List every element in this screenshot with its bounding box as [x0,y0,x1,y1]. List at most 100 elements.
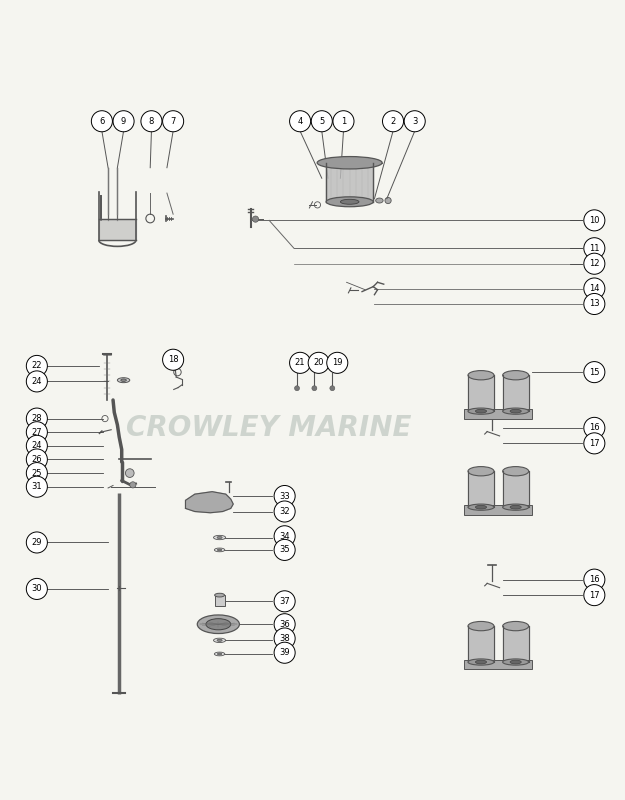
Circle shape [385,198,391,204]
Circle shape [308,352,329,374]
Ellipse shape [121,379,126,382]
Circle shape [274,501,295,522]
Ellipse shape [214,652,225,656]
Ellipse shape [214,638,226,642]
Text: 15: 15 [589,368,599,377]
Circle shape [274,642,295,663]
Circle shape [130,482,136,488]
Ellipse shape [468,466,494,476]
Text: 25: 25 [32,469,42,478]
Circle shape [294,386,299,390]
Text: 6: 6 [99,117,104,126]
Text: 33: 33 [279,491,290,501]
Text: 3: 3 [412,117,418,126]
Circle shape [584,585,605,606]
Circle shape [584,238,605,258]
Circle shape [274,526,295,547]
Circle shape [584,253,605,274]
Text: 34: 34 [279,532,290,541]
Circle shape [253,216,259,222]
Circle shape [26,462,48,484]
Circle shape [26,578,48,599]
Text: 29: 29 [32,538,42,547]
Text: 39: 39 [279,648,290,658]
Ellipse shape [503,504,529,510]
Ellipse shape [217,653,222,655]
Circle shape [327,352,348,374]
Ellipse shape [476,660,487,664]
Ellipse shape [468,370,494,380]
Circle shape [289,352,311,374]
Text: 19: 19 [332,358,342,367]
Ellipse shape [214,535,226,540]
Circle shape [274,590,295,612]
Ellipse shape [510,410,521,413]
Circle shape [274,628,295,649]
Circle shape [141,110,162,132]
Text: 16: 16 [589,575,599,584]
Circle shape [330,386,335,390]
Text: 16: 16 [589,423,599,432]
Circle shape [26,408,48,429]
Ellipse shape [376,198,383,203]
Circle shape [311,110,332,132]
Ellipse shape [217,639,222,642]
Polygon shape [186,492,233,513]
Circle shape [584,433,605,454]
Text: 35: 35 [279,546,290,554]
Text: 11: 11 [589,244,599,253]
Text: CROWLEY MARINE: CROWLEY MARINE [126,414,412,442]
Ellipse shape [468,659,494,665]
Circle shape [274,486,295,506]
Text: 2: 2 [391,117,396,126]
Circle shape [584,569,605,590]
Circle shape [113,110,134,132]
Ellipse shape [341,199,359,204]
Circle shape [26,449,48,470]
Circle shape [26,476,48,498]
Circle shape [382,110,404,132]
Ellipse shape [503,408,529,414]
Circle shape [162,110,184,132]
Text: 5: 5 [319,117,324,126]
Text: 17: 17 [589,590,599,600]
Text: 4: 4 [298,117,302,126]
Ellipse shape [206,618,231,630]
Text: 17: 17 [589,439,599,448]
Text: 27: 27 [31,428,42,437]
Circle shape [312,386,317,390]
Ellipse shape [476,506,487,509]
Ellipse shape [326,197,373,206]
Ellipse shape [468,622,494,630]
Text: 28: 28 [31,414,42,423]
Ellipse shape [198,615,239,634]
Bar [464,506,532,514]
Circle shape [26,371,48,392]
Text: 8: 8 [149,117,154,126]
Text: 9: 9 [121,117,126,126]
Circle shape [26,532,48,553]
Bar [214,595,224,606]
Circle shape [584,294,605,314]
Text: 31: 31 [31,482,42,491]
Text: 24: 24 [32,442,42,450]
Circle shape [584,278,605,299]
Ellipse shape [476,410,487,413]
Circle shape [26,355,48,377]
Text: 24: 24 [32,377,42,386]
Text: 7: 7 [171,117,176,126]
Ellipse shape [510,660,521,664]
Text: 32: 32 [279,507,290,516]
Circle shape [126,469,134,478]
Circle shape [274,614,295,634]
Circle shape [584,210,605,231]
Text: 13: 13 [589,299,599,309]
Text: 22: 22 [32,362,42,370]
Circle shape [584,362,605,382]
Circle shape [91,110,112,132]
Ellipse shape [214,548,225,552]
Circle shape [584,418,605,438]
Text: 37: 37 [279,597,290,606]
Ellipse shape [217,549,222,551]
Ellipse shape [503,466,529,476]
